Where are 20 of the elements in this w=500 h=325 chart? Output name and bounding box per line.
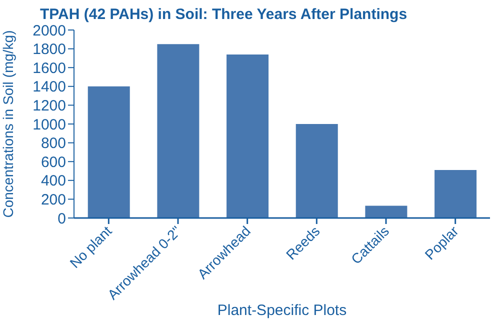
chart-title: TPAH (42 PAHs) in Soil: Three Years After Plantings [40, 6, 408, 23]
bar [226, 54, 269, 218]
y-tick-label: 800 [40, 135, 66, 152]
y-tick-label: 2000 [32, 22, 66, 40]
y-tick-label: 0 [58, 210, 66, 228]
bar [157, 44, 200, 218]
bar [365, 206, 408, 218]
x-axis-title: Plant-Specific Plots [217, 302, 347, 319]
bar [88, 86, 130, 218]
y-tick-label: 1600 [32, 60, 66, 77]
y-tick-label: 1200 [32, 98, 66, 115]
y-tick-label: 400 [40, 172, 66, 190]
y-tick-label: 1800 [32, 41, 66, 58]
y-tick-label: 200 [40, 192, 66, 209]
y-axis-title: Concentrations in Soil (mg/kg) [0, 30, 16, 218]
bar [434, 170, 477, 218]
y-tick-label: 600 [40, 154, 66, 171]
y-tick-label: 1400 [32, 78, 66, 96]
y-tick-label: 1000 [32, 116, 66, 134]
bar [296, 124, 338, 218]
